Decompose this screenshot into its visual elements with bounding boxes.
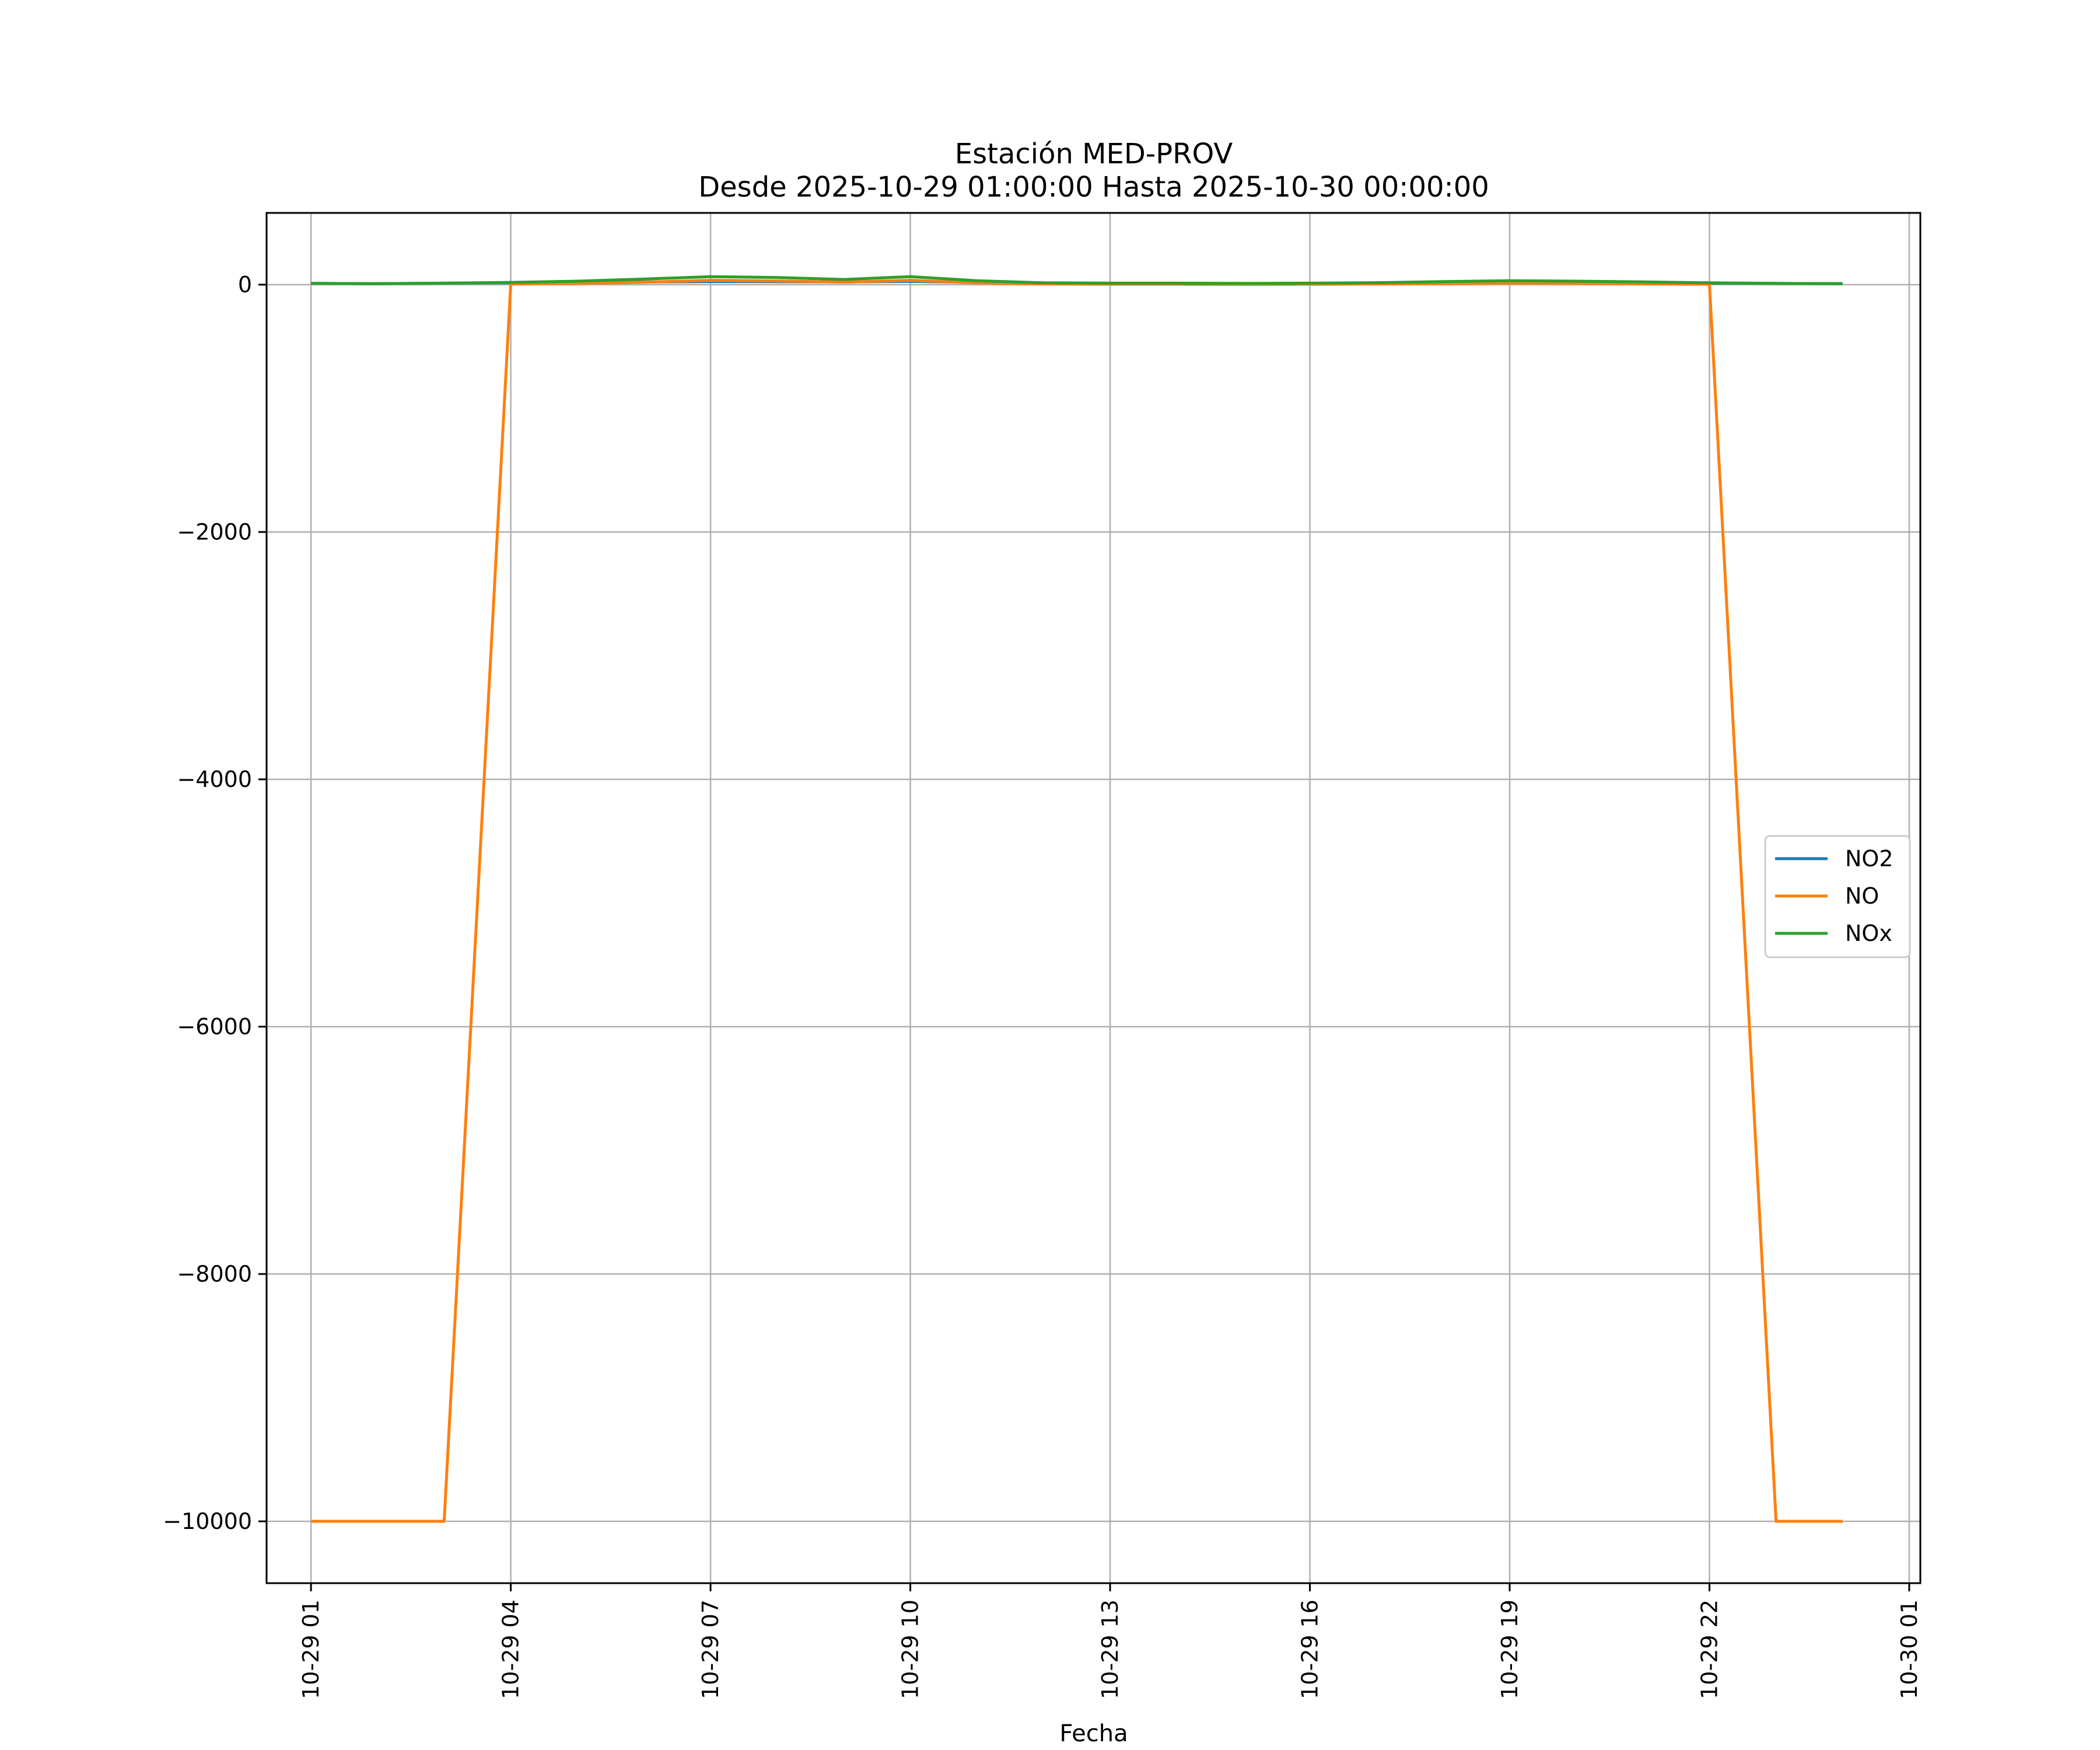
y-tick-label: −4000 [177,766,252,792]
y-tick-label: 0 [238,272,252,298]
chart-title: Estación MED-PROV [955,138,1233,170]
x-tick-label: 10-30 01 [1896,1600,1922,1699]
x-axis-ticks: 10-29 01 10-29 04 10-29 07 10-29 10 10-29 13… [298,1583,1922,1699]
x-tick-label: 10-29 04 [498,1600,524,1699]
legend-box [1764,835,1911,958]
legend-label-nox: NOx [1845,921,1892,946]
y-tick-label: −8000 [177,1261,252,1287]
y-tick-label: −6000 [177,1014,252,1040]
x-tick-label: 10-29 22 [1696,1600,1722,1699]
x-tick-label: 10-29 01 [298,1600,324,1699]
x-tick-label: 10-29 07 [698,1600,723,1699]
plot-frame [265,212,1922,1584]
y-tick-label: −2000 [177,519,252,545]
legend-label-no: NO [1845,883,1879,909]
series-layer [311,275,1843,1523]
series-line-nox [311,275,1843,285]
x-axis-label: Fecha [1059,1720,1128,1747]
legend-label-no2: NO2 [1845,846,1894,872]
x-tick-label: 10-29 16 [1297,1600,1323,1699]
legend-items: NO2 NO NOx [1775,846,1894,946]
y-axis-ticks: 0 −2000 −4000 −6000 −8000 −10000 [163,272,267,1534]
x-tick-label: 10-29 19 [1497,1600,1522,1699]
legend: NO2 NO NOx [1764,835,1911,958]
chart-subtitle: Desde 2025-10-29 01:00:00 Hasta 2025-10-… [698,171,1489,204]
y-tick-label: −10000 [163,1508,252,1534]
x-tick-label: 10-29 13 [1097,1600,1123,1699]
x-tick-label: 10-29 10 [898,1600,923,1699]
